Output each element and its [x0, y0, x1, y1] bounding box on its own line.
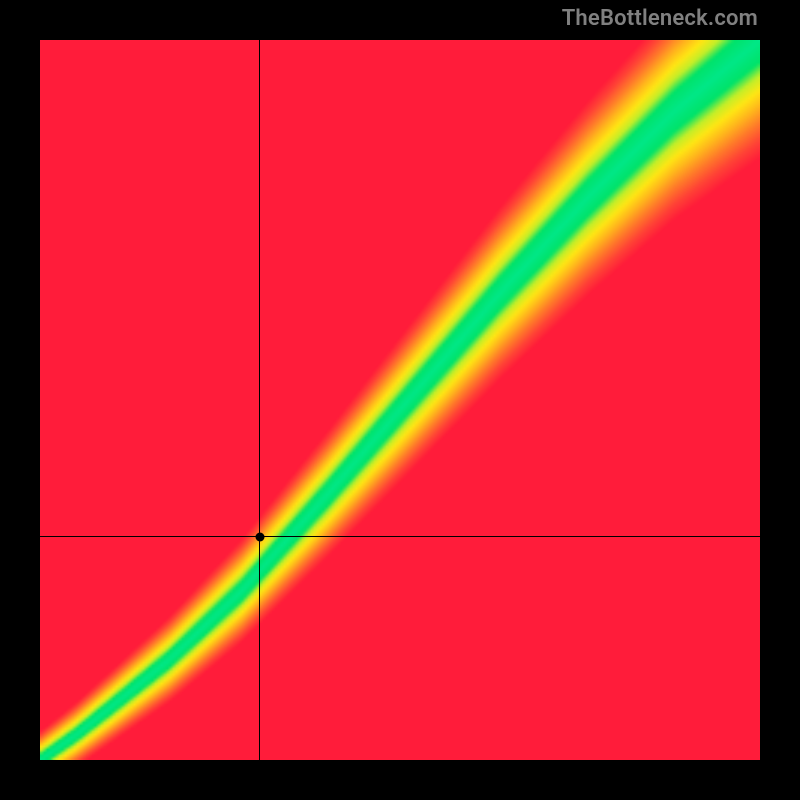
bottleneck-heatmap	[40, 40, 760, 760]
selection-marker	[255, 532, 264, 541]
chart-frame: TheBottleneck.com	[0, 0, 800, 800]
crosshair-horizontal	[40, 536, 760, 537]
crosshair-vertical	[259, 40, 260, 760]
source-watermark: TheBottleneck.com	[562, 6, 758, 31]
plot-area	[40, 40, 760, 760]
